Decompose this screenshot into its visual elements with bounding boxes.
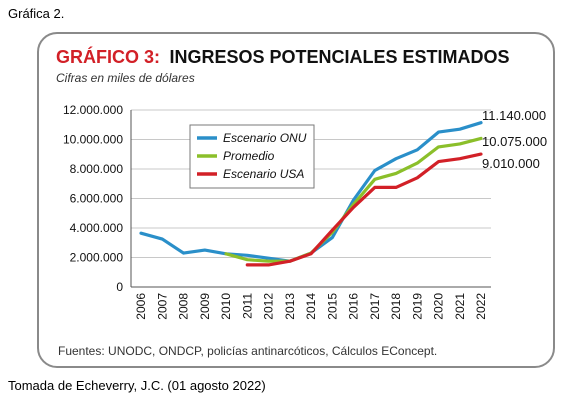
end-label: 11.140.000: [482, 108, 546, 123]
y-tick-label: 4.000.000: [70, 221, 124, 235]
figure-caption-top: Gráfica 2.: [8, 6, 65, 21]
series-line-escenario-usa: [245, 152, 483, 267]
chart-title: GRÁFICO 3: INGRESOS POTENCIALES ESTIMADO…: [56, 46, 510, 67]
y-tick-label: 0: [116, 280, 123, 294]
x-tick-label: 2011: [240, 293, 254, 319]
chart-card: [37, 32, 555, 368]
series-line-promedio: [224, 136, 483, 263]
x-tick-label: 2008: [177, 293, 191, 320]
x-tick-label: 2019: [410, 293, 424, 320]
x-tick-label: 2016: [347, 293, 361, 320]
y-axis-ticks: 0 2.000.000 4.000.000 6.000.000 8.000.000 10.…: [63, 103, 123, 294]
chart-subtitle: Cifras en miles de dólares: [56, 71, 195, 85]
legend-label: Escenario ONU: [223, 131, 307, 145]
legend-label: Escenario USA: [223, 167, 304, 181]
y-tick-label: 6.000.000: [70, 192, 124, 206]
x-tick-label: 2022: [474, 293, 488, 320]
series-lines: [139, 121, 483, 267]
x-tick-label: 2006: [134, 293, 148, 320]
legend: Escenario ONU Promedio Escenario USA: [189, 124, 315, 189]
y-tick-label: 12.000.000: [63, 103, 123, 117]
end-label: 9.010.000: [482, 156, 540, 171]
x-tick-label: 2014: [304, 293, 318, 320]
x-tick-label: 2017: [368, 293, 382, 320]
x-tick-label: 2010: [219, 293, 233, 320]
legend-label: Promedio: [223, 149, 275, 163]
chart-title-prefix: GRÁFICO 3:: [56, 46, 160, 67]
end-value-labels: 11.140.000 10.075.000 9.010.000: [482, 108, 547, 171]
chart-title-main: INGRESOS POTENCIALES ESTIMADOS: [169, 47, 509, 67]
x-tick-label: 2015: [325, 293, 339, 320]
end-label: 10.075.000: [482, 134, 547, 149]
x-tick-label: 2021: [453, 293, 467, 320]
y-tick-label: 8.000.000: [70, 162, 124, 176]
x-axis-ticks: 2006 2007 2008 2009 2010 2011 2012 2013 2014 2015…: [134, 293, 488, 320]
x-tick-label: 2018: [389, 293, 403, 320]
y-tick-label: 2.000.000: [70, 251, 124, 265]
y-tick-label: 10.000.000: [63, 133, 123, 147]
x-tick-label: 2007: [155, 293, 169, 320]
chart-source-note: Fuentes: UNODC, ONDCP, policías antinarc…: [58, 344, 437, 358]
x-tick-label: 2013: [283, 293, 297, 320]
x-tick-label: 2020: [432, 293, 446, 320]
x-tick-label: 2009: [198, 293, 212, 320]
legend-box: [189, 124, 315, 189]
figure-caption-bottom: Tomada de Echeverry, J.C. (01 agosto 202…: [8, 378, 266, 393]
x-tick-label: 2012: [262, 293, 276, 320]
